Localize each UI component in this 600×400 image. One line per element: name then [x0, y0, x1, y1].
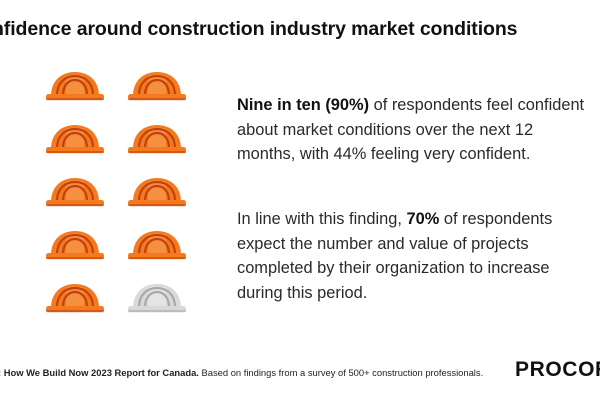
source-description: Based on findings from a survey of 500+ …: [198, 367, 484, 378]
hard-hat-icon-grid: [44, 68, 194, 323]
confidence-highlight: Nine in ten (90%): [237, 96, 370, 114]
hard-hat-icon: [44, 227, 106, 263]
hard-hat-icon: [44, 121, 106, 157]
confidence-paragraph: Nine in ten (90%) of respondents feel co…: [237, 93, 589, 167]
hard-hat-icon: [126, 227, 188, 263]
page-title: nfidence around construction industry ma…: [0, 18, 518, 40]
projects-text: of respondents expect the number and val…: [237, 210, 553, 302]
hard-hat-icon: [126, 174, 188, 210]
hard-hat-icon: [44, 280, 106, 316]
hard-hat-icon: [44, 174, 106, 210]
hard-hat-icon: [126, 68, 188, 104]
source-footnote: : How We Build Now 2023 Report for Canad…: [0, 367, 483, 378]
brand-logo: PROCOR: [515, 358, 600, 381]
hard-hat-icon-inactive: [126, 280, 188, 316]
hard-hat-icon: [44, 68, 106, 104]
confidence-text: of respondents feel confident about mark…: [237, 96, 585, 163]
source-title: : How We Build Now 2023 Report for Canad…: [0, 367, 199, 378]
hard-hat-icon: [126, 121, 188, 157]
projects-text-lead: In line with this finding,: [237, 210, 407, 228]
projects-paragraph: In line with this finding, 70% of respon…: [237, 207, 589, 305]
projects-highlight: 70%: [406, 210, 440, 228]
